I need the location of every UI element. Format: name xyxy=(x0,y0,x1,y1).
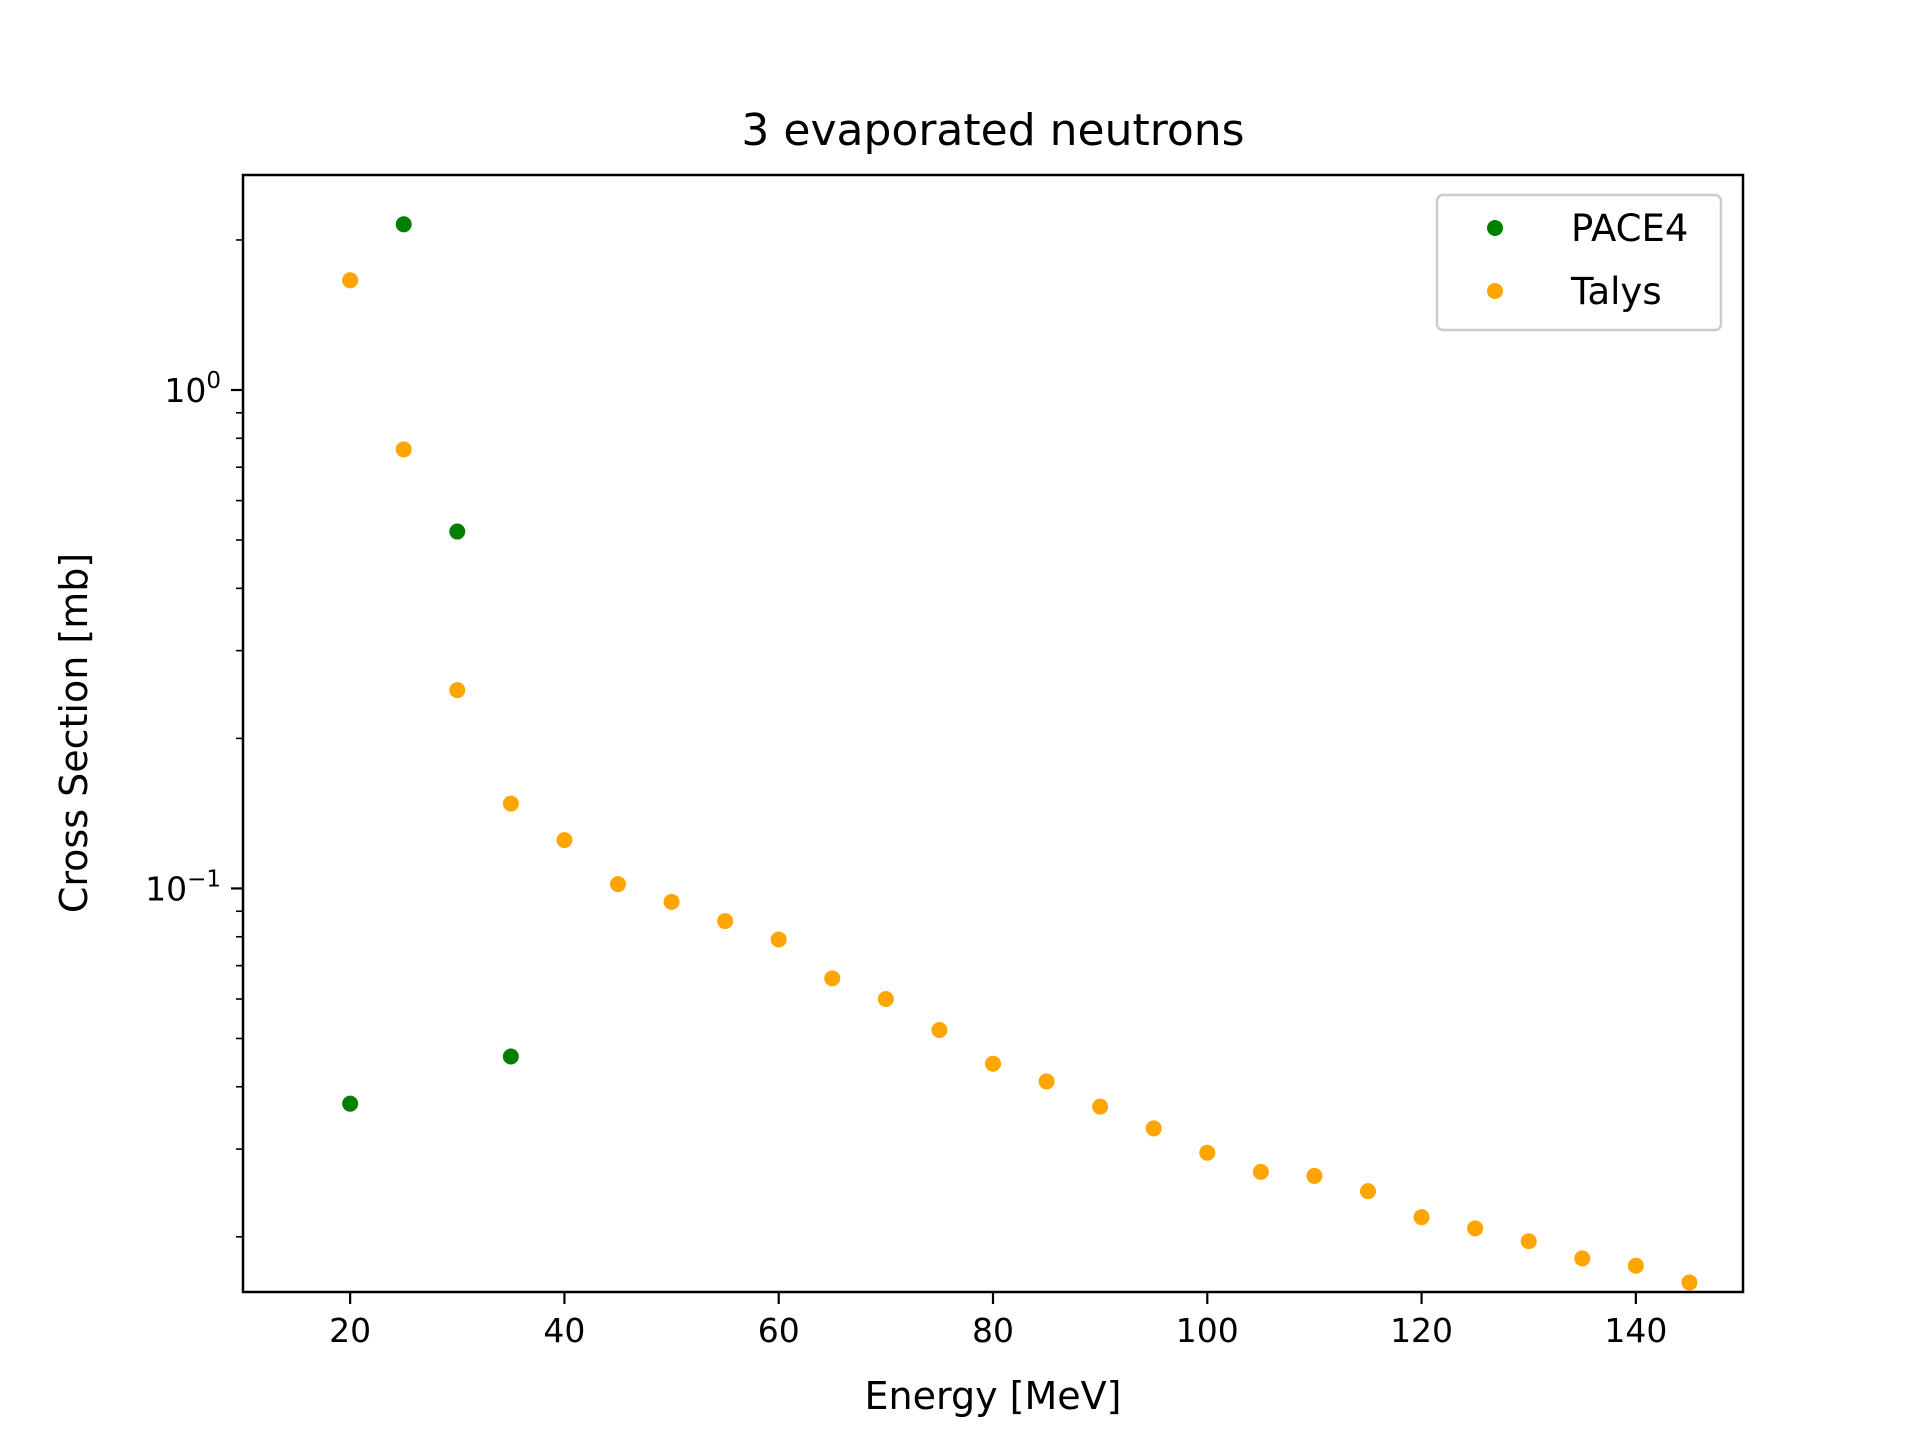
x-axis-label: Energy [MeV] xyxy=(865,1374,1122,1418)
data-points xyxy=(342,216,1698,1291)
data-point-talys xyxy=(395,441,412,458)
data-point-talys xyxy=(1520,1233,1537,1250)
data-point-talys xyxy=(931,1021,948,1038)
x-tick-label: 40 xyxy=(543,1311,585,1350)
data-point-talys xyxy=(1574,1250,1591,1267)
data-point-pace4 xyxy=(502,1048,519,1065)
data-point-talys xyxy=(877,991,894,1008)
data-point-talys xyxy=(1467,1220,1484,1237)
x-tick-label: 140 xyxy=(1604,1311,1667,1350)
legend-label-talys: Talys xyxy=(1570,270,1662,313)
data-point-talys xyxy=(502,795,519,812)
legend-marker-pace4 xyxy=(1487,220,1503,236)
data-point-pace4 xyxy=(449,523,466,540)
plot-frame xyxy=(241,173,1745,1294)
y-axis-label: Cross Section [mb] xyxy=(52,553,96,913)
data-point-talys xyxy=(1306,1167,1323,1184)
data-point-talys xyxy=(449,682,466,699)
data-point-talys xyxy=(770,931,787,948)
data-point-talys xyxy=(1092,1098,1109,1115)
data-point-talys xyxy=(1199,1144,1216,1161)
data-point-talys xyxy=(1145,1120,1162,1137)
x-tick-label: 20 xyxy=(329,1311,371,1350)
data-point-talys xyxy=(1360,1183,1376,1200)
data-point-talys xyxy=(610,876,626,893)
data-point-talys xyxy=(1038,1073,1055,1090)
data-point-talys xyxy=(663,893,680,910)
legend-marker-talys xyxy=(1487,283,1503,299)
data-point-talys xyxy=(985,1055,1001,1072)
data-point-pace4 xyxy=(342,1095,359,1112)
legend-label-pace4: PACE4 xyxy=(1571,207,1688,250)
axis-ticks: 20 40 60 80 100 120 140 100 10−1 xyxy=(145,239,1667,1350)
data-point-talys xyxy=(1627,1257,1644,1274)
data-point-pace4 xyxy=(395,216,412,233)
data-point-talys xyxy=(1681,1274,1698,1291)
legend-frame xyxy=(1435,193,1723,332)
y-tick-label: 10−1 xyxy=(145,866,221,908)
x-tick-label: 120 xyxy=(1390,1311,1453,1350)
x-tick-label: 60 xyxy=(758,1311,800,1350)
data-point-talys xyxy=(1413,1209,1430,1226)
data-point-talys xyxy=(556,832,573,849)
chart-title: 3 evaporated neutrons xyxy=(741,105,1244,156)
legend: PACE4 Talys xyxy=(1435,193,1723,332)
data-point-talys xyxy=(342,272,359,289)
x-tick-label: 80 xyxy=(972,1311,1014,1350)
y-tick-label: 100 xyxy=(164,368,221,410)
x-tick-label: 100 xyxy=(1176,1311,1239,1350)
data-point-talys xyxy=(1252,1163,1269,1180)
data-point-talys xyxy=(717,913,734,930)
data-point-talys xyxy=(824,970,841,987)
